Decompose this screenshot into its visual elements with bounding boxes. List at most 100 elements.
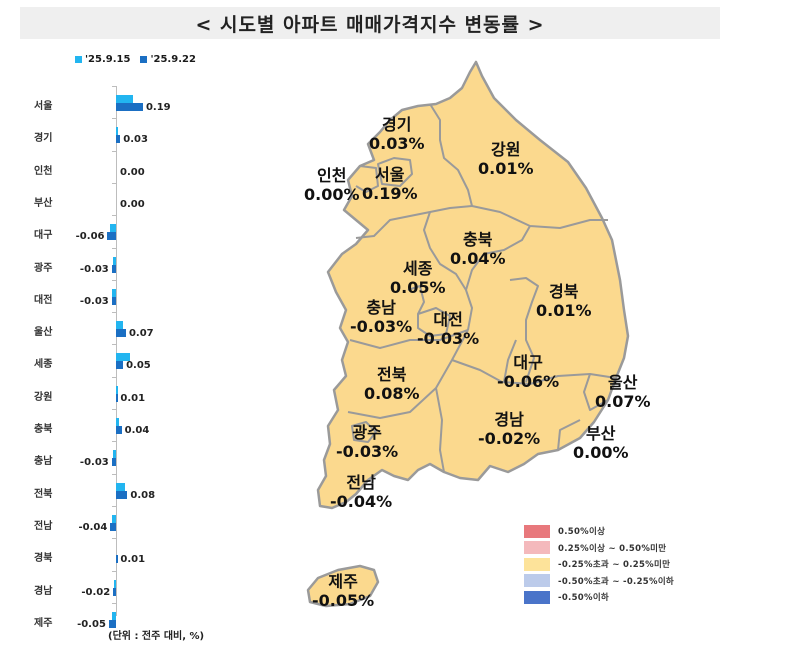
- map-region-label: 경남 -0.02%: [478, 410, 540, 448]
- bar-current-week: [116, 393, 118, 402]
- value-label: -0.05: [77, 618, 106, 630]
- axis-tick: [112, 312, 116, 314]
- map-region-label: 부산 0.00%: [573, 424, 629, 462]
- region-name: 서울: [375, 165, 405, 184]
- map-region-label: 충북 0.04%: [450, 230, 506, 268]
- region-change-pct: -0.03%: [350, 317, 413, 336]
- value-label: 0.01: [120, 392, 146, 404]
- map-region-label: 광주 -0.03%: [336, 423, 398, 461]
- legend-swatch-prev: [75, 56, 82, 63]
- value-label: 0.07: [128, 328, 154, 340]
- bar-chart-legend: '25.9.15 '25.9.22: [75, 54, 196, 65]
- category-label: 충북: [34, 424, 53, 435]
- region-change-pct: 0.08%: [364, 384, 420, 403]
- region-name: 광주: [352, 423, 382, 442]
- legend-color-swatch: [524, 574, 550, 587]
- axis-tick: [112, 376, 116, 378]
- region-change-pct: 0.07%: [595, 392, 651, 411]
- axis-tick: [112, 215, 116, 217]
- region-name: 제주: [328, 572, 358, 591]
- region-change-pct: 0.01%: [536, 301, 592, 320]
- value-label: 0.00: [120, 198, 145, 210]
- category-label: 대전: [34, 294, 53, 306]
- region-change-pct: -0.04%: [330, 492, 393, 511]
- category-label: 광주: [34, 262, 53, 274]
- korea-map-outline: [306, 60, 630, 608]
- map-region-label: 전남 -0.04%: [330, 473, 392, 511]
- legend-range-label: -0.25%초과 ~ 0.25%미만: [558, 560, 671, 570]
- bar-current-week: [116, 426, 122, 434]
- value-label: 0.19: [145, 102, 171, 113]
- legend-color-swatch: [524, 590, 550, 604]
- bar-prev-week: [116, 482, 125, 491]
- region-name: 전남: [346, 473, 376, 492]
- axis-tick: [112, 182, 116, 184]
- region-name: 전북: [377, 365, 407, 384]
- legend-label-prev: '25.9.15: [85, 54, 131, 65]
- map-region-label: 강원 0.01%: [478, 140, 534, 178]
- legend-color-swatch: [524, 541, 550, 554]
- map-region-label: 울산 0.07%: [595, 373, 651, 411]
- bar-current-week: [116, 135, 121, 144]
- bar-row: 경북 0.01: [0, 538, 230, 571]
- region-name: 경북: [549, 282, 579, 301]
- axis-tick: [112, 344, 116, 346]
- bar-row: 충북 0.04: [0, 409, 230, 442]
- bar-current-week: [116, 490, 128, 499]
- bar-current-week: [113, 587, 116, 596]
- legend-item-current-week: '25.9.22: [140, 54, 196, 65]
- region-change-pct: 0.00%: [304, 185, 360, 204]
- region-change-pct: 0.04%: [450, 249, 506, 268]
- region-change-pct: 0.01%: [478, 159, 534, 178]
- legend-range-label: -0.50%초과 ~ -0.25%이하: [558, 576, 675, 587]
- bar-row: 경남 -0.02: [0, 570, 230, 604]
- bar-current-week: [108, 619, 116, 628]
- region-change-pct: 0.05%: [390, 278, 446, 297]
- bar-current-week: [107, 232, 116, 241]
- map-region-label: 충남 -0.03%: [350, 298, 412, 336]
- legend-label-current: '25.9.22: [150, 54, 196, 65]
- map-region-label: 전북 0.08%: [364, 365, 420, 403]
- category-label: 서울: [34, 101, 53, 112]
- category-label: 경기: [34, 133, 53, 145]
- bar-current-week: [111, 458, 116, 467]
- bar-prev-week: [116, 385, 118, 394]
- category-label: 세종: [34, 359, 53, 371]
- bar-current-week: [110, 522, 116, 531]
- map-legend-item: 0.25%이상 ~ 0.50%미만: [524, 540, 674, 556]
- region-name: 경기: [382, 115, 412, 134]
- bar-current-week: [111, 264, 116, 273]
- bar-row: 경기 0.03: [0, 118, 230, 151]
- bar-prev-week: [116, 353, 131, 362]
- axis-tick: [112, 247, 116, 249]
- bar-prev-week: [116, 127, 118, 136]
- legend-color-swatch: [524, 557, 550, 571]
- region-name: 대구: [513, 353, 543, 372]
- category-label: 경북: [34, 553, 53, 565]
- region-name: 강원: [491, 140, 521, 159]
- zero-axis-line: [116, 86, 117, 616]
- bar-current-week: [116, 329, 126, 338]
- map-region-label: 서울 0.19%: [362, 165, 418, 203]
- value-label: 0.04: [124, 425, 150, 436]
- value-label: 0.03: [123, 134, 148, 146]
- legend-color-swatch: [524, 524, 550, 538]
- category-label: 충남: [34, 456, 53, 468]
- map-legend-item: -0.50%이하: [524, 589, 674, 605]
- region-change-pct: -0.02%: [478, 429, 541, 448]
- legend-range-label: 0.25%이상 ~ 0.50%미만: [558, 543, 667, 554]
- bar-prev-week: [113, 256, 116, 265]
- chart-title-bar: < 시도별 아파트 매매가격지수 변동률 >: [20, 7, 720, 39]
- bar-prev-week: [111, 288, 116, 297]
- bar-row: 서울 0.19: [0, 86, 230, 119]
- region-name: 대전: [433, 310, 463, 329]
- axis-tick: [112, 409, 116, 410]
- value-label: -0.03: [79, 263, 109, 275]
- bar-prev-week: [116, 418, 119, 426]
- axis-tick: [112, 538, 116, 540]
- axis-tick: [112, 118, 116, 120]
- bar-prev-week: [111, 514, 116, 523]
- region-name: 인천: [317, 166, 347, 185]
- value-label: 0.01: [120, 554, 146, 566]
- map-legend-item: -0.25%초과 ~ 0.25%미만: [524, 556, 674, 572]
